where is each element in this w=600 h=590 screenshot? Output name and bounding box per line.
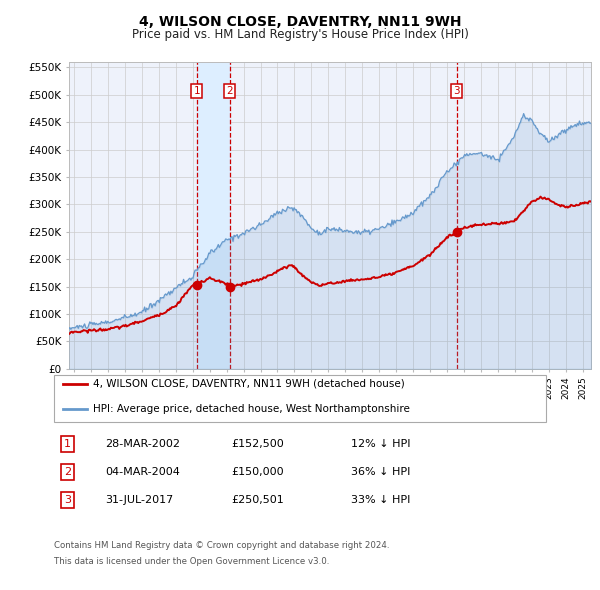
Text: 4, WILSON CLOSE, DAVENTRY, NN11 9WH (detached house): 4, WILSON CLOSE, DAVENTRY, NN11 9WH (det…: [93, 379, 405, 388]
Text: This data is licensed under the Open Government Licence v3.0.: This data is licensed under the Open Gov…: [54, 558, 329, 566]
Text: 28-MAR-2002: 28-MAR-2002: [105, 439, 180, 448]
Text: 33% ↓ HPI: 33% ↓ HPI: [351, 496, 410, 505]
Text: 4, WILSON CLOSE, DAVENTRY, NN11 9WH: 4, WILSON CLOSE, DAVENTRY, NN11 9WH: [139, 15, 461, 29]
Text: £250,501: £250,501: [231, 496, 284, 505]
Text: 3: 3: [64, 496, 71, 505]
Text: 1: 1: [193, 86, 200, 96]
Text: 36% ↓ HPI: 36% ↓ HPI: [351, 467, 410, 477]
Text: Contains HM Land Registry data © Crown copyright and database right 2024.: Contains HM Land Registry data © Crown c…: [54, 541, 389, 550]
Text: £152,500: £152,500: [231, 439, 284, 448]
Text: 12% ↓ HPI: 12% ↓ HPI: [351, 439, 410, 448]
Text: HPI: Average price, detached house, West Northamptonshire: HPI: Average price, detached house, West…: [93, 404, 410, 414]
Text: 2: 2: [226, 86, 233, 96]
Bar: [197, 62, 230, 369]
Text: 31-JUL-2017: 31-JUL-2017: [105, 496, 173, 505]
Text: 04-MAR-2004: 04-MAR-2004: [105, 467, 180, 477]
Text: 1: 1: [64, 439, 71, 448]
Text: 3: 3: [454, 86, 460, 96]
Text: Price paid vs. HM Land Registry's House Price Index (HPI): Price paid vs. HM Land Registry's House …: [131, 28, 469, 41]
Text: £150,000: £150,000: [231, 467, 284, 477]
Text: 2: 2: [64, 467, 71, 477]
